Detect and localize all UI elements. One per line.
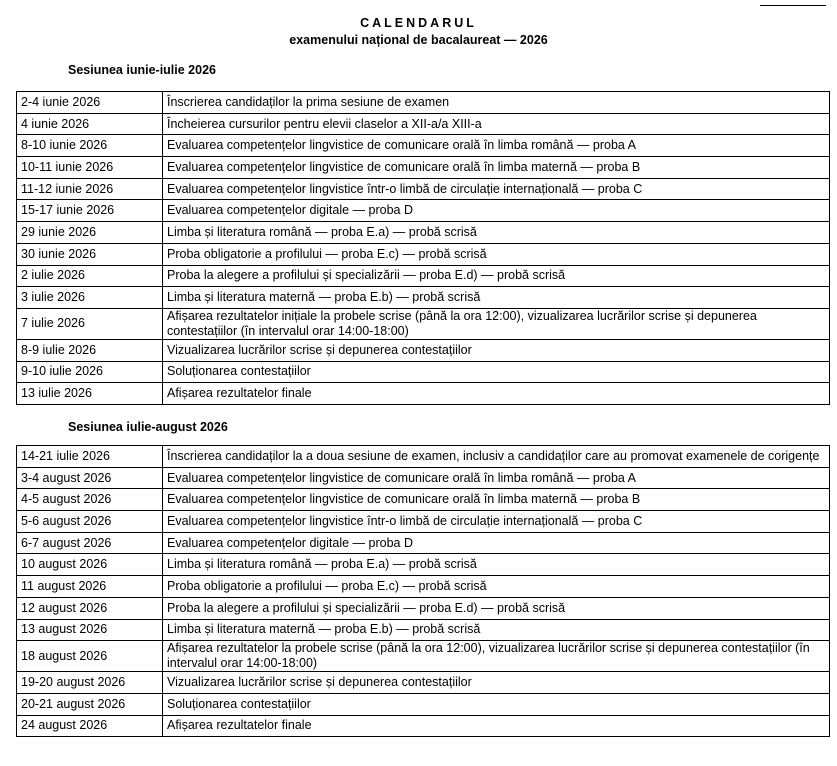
- event-cell: Evaluarea competențelor lingvistice de c…: [162, 134, 830, 158]
- table-row: 15-17 iunie 2026 Evaluarea competențelor …: [16, 199, 830, 223]
- session-table-1: 2-4 iunie 2026 Înscrierea candidaților la…: [16, 91, 830, 405]
- table-row: 24 august 2026 Afișarea rezultatelor fina…: [16, 714, 830, 738]
- table-row: 30 iunie 2026 Proba obligatorie a profilu…: [16, 242, 830, 266]
- event-cell: Afișarea rezultatelor inițiale la probel…: [162, 307, 830, 340]
- table-row: 13 iulie 2026 Afișarea rezultatelor final…: [16, 382, 830, 405]
- event-cell: Soluționarea contestațiilor: [162, 692, 830, 716]
- table-row: 29 iunie 2026 Limba și literatura română …: [16, 221, 830, 244]
- date-cell: 2-4 iunie 2026: [16, 91, 163, 114]
- date-cell: 2 iulie 2026: [16, 264, 163, 288]
- date-cell: 11-12 iunie 2026: [16, 177, 163, 201]
- table-row: 12 august 2026 Proba la alegere a profilu…: [16, 596, 830, 620]
- event-cell: Proba la alegere a profilului și special…: [162, 596, 830, 620]
- table-row: 10-11 iunie 2026 Evaluarea competențelor …: [16, 156, 830, 179]
- event-cell: Proba obligatorie a profilului — proba E…: [162, 242, 830, 266]
- table-row: 14-21 iulie 2026 Înscrierea candidaților …: [16, 445, 830, 468]
- event-cell: Vizualizarea lucrărilor scrise și depune…: [162, 671, 830, 694]
- date-cell: 5-6 august 2026: [16, 510, 163, 533]
- date-cell: 18 august 2026: [16, 640, 163, 673]
- header-rule: [760, 5, 826, 6]
- event-cell: Încheierea cursurilor pentru elevii clas…: [162, 112, 830, 136]
- event-cell: Limba și literatura maternă — proba E.b)…: [162, 286, 830, 309]
- table-row: 11-12 iunie 2026 Evaluarea competențelor …: [16, 177, 830, 201]
- event-cell: Evaluarea competențelor lingvistice de c…: [162, 466, 830, 490]
- date-cell: 13 iulie 2026: [16, 382, 163, 405]
- event-cell: Evaluarea competențelor lingvistice de c…: [162, 488, 830, 512]
- date-cell: 30 iunie 2026: [16, 242, 163, 266]
- table-row: 7 iulie 2026 Afișarea rezultatelor iniția…: [16, 307, 830, 340]
- event-cell: Limba și literatura română — proba E.a) …: [162, 553, 830, 577]
- event-cell: Limba și literatura română — proba E.a) …: [162, 221, 830, 244]
- document-title: CALENDARUL: [360, 16, 477, 30]
- table-row: 2-4 iunie 2026 Înscrierea candidaților la…: [16, 91, 830, 114]
- date-cell: 10 august 2026: [16, 553, 163, 577]
- date-cell: 12 august 2026: [16, 596, 163, 620]
- date-cell: 10-11 iunie 2026: [16, 156, 163, 179]
- date-cell: 3-4 august 2026: [16, 466, 163, 490]
- date-cell: 14-21 iulie 2026: [16, 445, 163, 468]
- date-cell: 13 august 2026: [16, 618, 163, 642]
- event-cell: Afișarea rezultatelor la probele scrise …: [162, 640, 830, 673]
- table-row: 10 august 2026 Limba și literatura română…: [16, 553, 830, 577]
- event-cell: Afișarea rezultatelor finale: [162, 382, 830, 405]
- date-cell: 9-10 iulie 2026: [16, 360, 163, 384]
- table-row: 8-9 iulie 2026 Vizualizarea lucrărilor sc…: [16, 338, 830, 362]
- event-cell: Proba obligatorie a profilului — proba E…: [162, 575, 830, 598]
- table-row: 19-20 august 2026 Vizualizarea lucrărilor…: [16, 671, 830, 694]
- date-cell: 15-17 iunie 2026: [16, 199, 163, 223]
- event-cell: Evaluarea competențelor digitale — proba…: [162, 531, 830, 555]
- event-cell: Limba și literatura maternă — proba E.b)…: [162, 618, 830, 642]
- table-row: 20-21 august 2026 Soluționarea contestați…: [16, 692, 830, 716]
- date-cell: 4-5 august 2026: [16, 488, 163, 512]
- document-subtitle: examenului național de bacalaureat — 202…: [289, 33, 548, 47]
- date-cell: 7 iulie 2026: [16, 307, 163, 340]
- event-cell: Evaluarea competențelor digitale — proba…: [162, 199, 830, 223]
- table-row: 18 august 2026 Afișarea rezultatelor la p…: [16, 640, 830, 673]
- session-table-2: 14-21 iulie 2026 Înscrierea candidaților …: [16, 445, 830, 738]
- table-row: 5-6 august 2026 Evaluarea competențelor l…: [16, 510, 830, 533]
- table-row: 6-7 august 2026 Evaluarea competențelor d…: [16, 531, 830, 555]
- event-cell: Evaluarea competențelor lingvistice de c…: [162, 156, 830, 179]
- date-cell: 4 iunie 2026: [16, 112, 163, 136]
- table-row: 3-4 august 2026 Evaluarea competențelor l…: [16, 466, 830, 490]
- date-cell: 24 august 2026: [16, 714, 163, 738]
- event-cell: Proba la alegere a profilului și special…: [162, 264, 830, 288]
- event-cell: Soluționarea contestațiilor: [162, 360, 830, 384]
- table-row: 9-10 iulie 2026 Soluționarea contestațiil…: [16, 360, 830, 384]
- event-cell: Evaluarea competențelor lingvistice într…: [162, 510, 830, 533]
- date-cell: 19-20 august 2026: [16, 671, 163, 694]
- date-cell: 6-7 august 2026: [16, 531, 163, 555]
- date-cell: 8-10 iunie 2026: [16, 134, 163, 158]
- date-cell: 29 iunie 2026: [16, 221, 163, 244]
- event-cell: Înscrierea candidaților la prima sesiune…: [162, 91, 830, 114]
- event-cell: Evaluarea competențelor lingvistice într…: [162, 177, 830, 201]
- table-row: 3 iulie 2026 Limba și literatura maternă …: [16, 286, 830, 309]
- session-title-2: Sesiunea iulie-august 2026: [68, 420, 228, 434]
- table-row: 13 august 2026 Limba și literatura matern…: [16, 618, 830, 642]
- date-cell: 11 august 2026: [16, 575, 163, 598]
- event-cell: Vizualizarea lucrărilor scrise și depune…: [162, 338, 830, 362]
- date-cell: 20-21 august 2026: [16, 692, 163, 716]
- table-row: 4-5 august 2026 Evaluarea competențelor l…: [16, 488, 830, 512]
- date-cell: 8-9 iulie 2026: [16, 338, 163, 362]
- table-row: 2 iulie 2026 Proba la alegere a profilulu…: [16, 264, 830, 288]
- table-row: 8-10 iunie 2026 Evaluarea competențelor l…: [16, 134, 830, 158]
- event-cell: Afișarea rezultatelor finale: [162, 714, 830, 738]
- table-row: 4 iunie 2026 Încheierea cursurilor pentru…: [16, 112, 830, 136]
- session-title-1: Sesiunea iunie-iulie 2026: [68, 63, 216, 77]
- table-row: 11 august 2026 Proba obligatorie a profil…: [16, 575, 830, 598]
- event-cell: Înscrierea candidaților la a doua sesiun…: [162, 445, 830, 468]
- date-cell: 3 iulie 2026: [16, 286, 163, 309]
